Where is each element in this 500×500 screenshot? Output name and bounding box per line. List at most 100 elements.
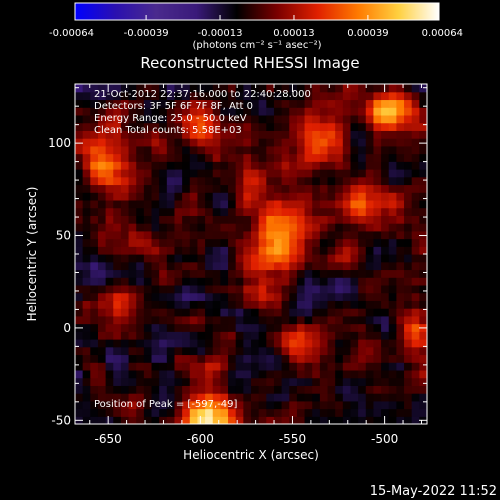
- heatmap-cell: [90, 308, 99, 317]
- heatmap-cell: [365, 377, 375, 386]
- heatmap-cell: [212, 238, 221, 247]
- heatmap-cell: [281, 223, 290, 232]
- heatmap-cell: [404, 408, 413, 417]
- heatmap-cell: [75, 138, 84, 147]
- heatmap-cell: [212, 323, 221, 332]
- heatmap-cell: [273, 369, 283, 379]
- heatmap-cell: [335, 138, 344, 147]
- heatmap-cell: [205, 184, 214, 193]
- heatmap-cell: [90, 230, 99, 240]
- heatmap-cell: [350, 315, 359, 325]
- heatmap-cell: [419, 199, 427, 209]
- x-axis-label: Heliocentric X (arcsec): [183, 448, 319, 462]
- heatmap-cell: [319, 416, 329, 424]
- heatmap-cell: [396, 184, 405, 193]
- heatmap-cell: [335, 169, 344, 178]
- heatmap-cell: [151, 130, 160, 139]
- heatmap-cell: [228, 323, 237, 332]
- heatmap-cell: [75, 277, 84, 286]
- heatmap-cell: [82, 277, 91, 286]
- heatmap-cell: [120, 199, 130, 209]
- heatmap-cell: [120, 385, 130, 394]
- heatmap-cell: [289, 331, 298, 340]
- heatmap-cell: [258, 369, 267, 379]
- heatmap-cell: [136, 99, 145, 108]
- heatmap-cell: [304, 393, 313, 402]
- heatmap-cell: [396, 207, 405, 216]
- heatmap-cell: [105, 230, 114, 240]
- heatmap-cell: [205, 362, 214, 371]
- heatmap-cell: [105, 377, 114, 386]
- heatmap-cell: [151, 169, 160, 178]
- heatmap-cell: [273, 238, 283, 247]
- heatmap-cell: [235, 362, 244, 371]
- heatmap-cell: [404, 362, 413, 371]
- heatmap-cell: [388, 184, 397, 193]
- heatmap-cell: [258, 269, 267, 278]
- heatmap-cell: [159, 145, 168, 155]
- heatmap-cell: [205, 261, 214, 271]
- heatmap-cell: [404, 377, 413, 386]
- heatmap-cell: [151, 408, 160, 417]
- heatmap-cell: [243, 130, 252, 139]
- heatmap-cell: [411, 238, 420, 247]
- heatmap-cell: [266, 215, 275, 224]
- heatmap-cell: [197, 246, 206, 255]
- heatmap-cell: [258, 292, 267, 301]
- heatmap-cell: [90, 153, 99, 162]
- heatmap-cell: [365, 346, 375, 356]
- heatmap-cell: [174, 91, 183, 101]
- heatmap-cell: [350, 346, 359, 356]
- heatmap-cell: [75, 84, 84, 93]
- heatmap-cell: [120, 130, 130, 139]
- heatmap-cell: [97, 223, 107, 232]
- heatmap-cell: [419, 230, 427, 240]
- heatmap-cell: [90, 122, 99, 131]
- heatmap-cell: [404, 323, 413, 332]
- heatmap-cell: [281, 408, 290, 417]
- heatmap-cell: [319, 308, 329, 317]
- heatmap-cell: [90, 393, 99, 402]
- heatmap-cell: [281, 393, 290, 402]
- heatmap-cell: [304, 238, 313, 247]
- heatmap-cell: [212, 184, 221, 193]
- heatmap-cell: [404, 153, 413, 162]
- heatmap-cell: [335, 91, 344, 101]
- heatmap-cell: [220, 362, 229, 371]
- heatmap-cell: [189, 362, 199, 371]
- heatmap-cell: [197, 300, 206, 309]
- heatmap-cell: [419, 130, 427, 139]
- heatmap-cell: [90, 107, 99, 116]
- heatmap-cell: [136, 377, 145, 386]
- heatmap-cell: [205, 223, 214, 232]
- heatmap-cell: [258, 246, 267, 255]
- heatmap-cell: [113, 207, 122, 216]
- heatmap-cell: [266, 184, 275, 193]
- heatmap-cell: [350, 130, 359, 139]
- heatmap-cell: [258, 323, 267, 332]
- heatmap-cell: [342, 408, 352, 417]
- heatmap-cell: [212, 346, 221, 356]
- heatmap-cell: [381, 377, 390, 386]
- heatmap-cell: [128, 308, 137, 317]
- heatmap-cell: [258, 145, 267, 155]
- heatmap-cell: [197, 199, 206, 209]
- heatmap-cell: [312, 184, 321, 193]
- heatmap-cell: [136, 192, 145, 201]
- heatmap-cell: [327, 369, 336, 379]
- heatmap-cell: [159, 254, 168, 263]
- heatmap-cell: [105, 199, 114, 209]
- heatmap-cell: [419, 292, 427, 301]
- heatmap-cell: [251, 230, 260, 240]
- heatmap-cell: [404, 300, 413, 309]
- heatmap-cell: [212, 315, 221, 325]
- heatmap-cell: [266, 207, 275, 216]
- heatmap-cell: [120, 308, 130, 317]
- heatmap-cell: [281, 192, 290, 201]
- heatmap-cell: [273, 354, 283, 363]
- heatmap-cell: [381, 339, 390, 348]
- heatmap-cell: [166, 315, 176, 325]
- heatmap-cell: [220, 323, 229, 332]
- heatmap-cell: [136, 400, 145, 410]
- heatmap-cell: [358, 416, 367, 424]
